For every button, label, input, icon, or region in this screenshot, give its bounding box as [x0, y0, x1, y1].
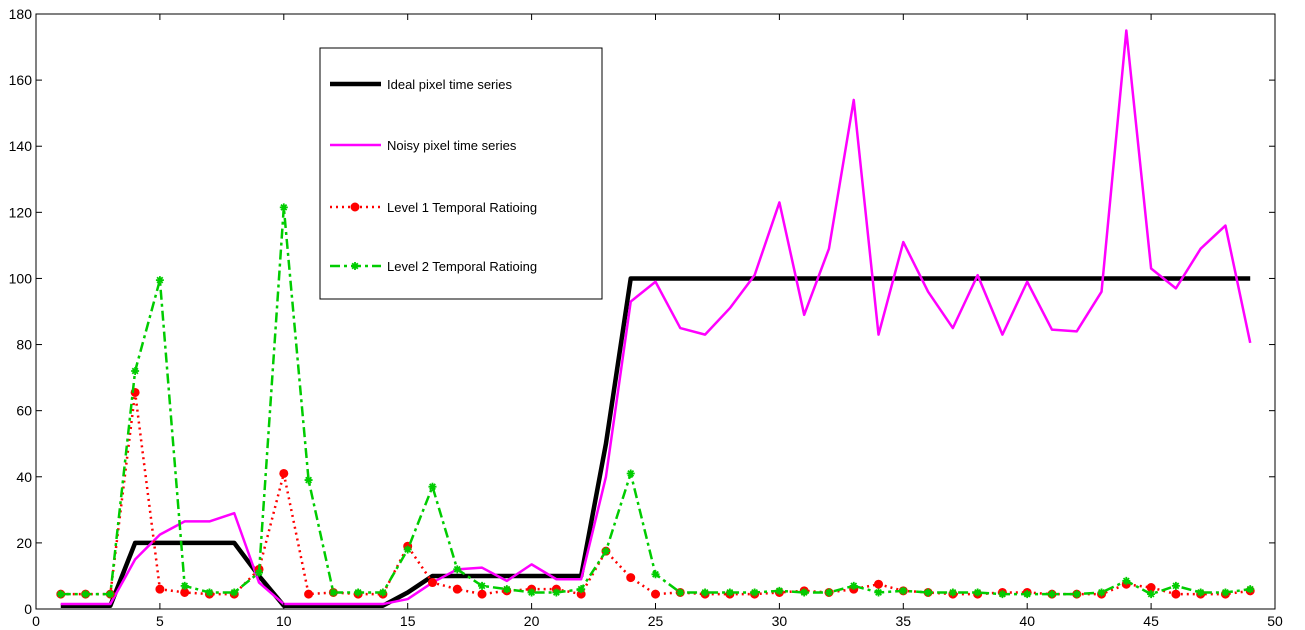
data-point-level2 [329, 588, 338, 597]
data-point-level2 [81, 590, 90, 599]
series-line-level2 [60, 206, 1251, 596]
y-tick-label: 120 [9, 204, 33, 220]
y-tick-label: 180 [9, 6, 33, 22]
x-tick-label: 25 [648, 613, 664, 629]
data-point-level2 [56, 590, 65, 599]
x-tick-label: 30 [772, 613, 788, 629]
data-point-level2 [676, 588, 685, 597]
series-line-level1 [60, 391, 1251, 596]
x-tick-label: 35 [896, 613, 912, 629]
data-point-level2 [874, 588, 883, 597]
data-point-level2 [725, 588, 734, 597]
y-tick-label: 80 [16, 337, 32, 353]
data-point-level2 [1196, 588, 1205, 597]
data-point-level2 [180, 581, 189, 590]
data-point-level2 [205, 588, 214, 597]
y-tick-label: 140 [9, 138, 33, 154]
plot-area [56, 29, 1255, 608]
data-point-level2 [1097, 588, 1106, 597]
data-point-level2 [1023, 590, 1032, 599]
data-point-level2 [601, 547, 610, 556]
x-tick-label: 20 [524, 613, 540, 629]
data-point-level2 [527, 588, 536, 597]
legend-marker-level2 [351, 262, 359, 270]
data-point-level2 [354, 588, 363, 597]
data-point-level2 [775, 586, 784, 595]
data-point-level2 [849, 581, 858, 590]
series-line-ideal [60, 276, 1251, 608]
y-tick-label: 0 [24, 601, 32, 617]
data-point-level2 [230, 588, 239, 597]
x-tick-label: 0 [32, 613, 40, 629]
data-point-level2 [800, 588, 809, 597]
data-point-level2 [1122, 576, 1131, 585]
data-point-level2 [824, 588, 833, 597]
data-point-level2 [701, 588, 710, 597]
data-point-level2 [131, 367, 140, 375]
data-point-level2 [948, 588, 957, 597]
data-point-level1 [626, 573, 636, 583]
data-point-level1 [1171, 589, 1181, 599]
data-point-level2 [1047, 590, 1056, 599]
data-point-level1 [452, 584, 462, 594]
y-tick-label: 100 [9, 270, 33, 286]
data-point-level2 [502, 585, 511, 594]
data-point-level1 [155, 584, 165, 594]
x-tick-label: 50 [1267, 613, 1283, 629]
x-tick-label: 15 [400, 613, 416, 629]
data-point-level1 [304, 589, 314, 599]
data-point-level2 [378, 588, 387, 597]
data-point-level2 [750, 588, 759, 597]
data-point-level2 [1246, 585, 1255, 594]
data-point-level1 [279, 468, 289, 478]
legend-label-noisy: Noisy pixel time series [387, 138, 517, 153]
data-point-level2 [304, 476, 313, 485]
data-point-level2 [973, 588, 982, 597]
data-point-level2 [1171, 581, 1180, 590]
x-tick-label: 5 [156, 613, 164, 629]
data-point-level2 [998, 590, 1007, 599]
data-point-level2 [899, 586, 908, 595]
data-point-level2 [106, 590, 115, 599]
y-tick-label: 60 [16, 403, 32, 419]
axes: 0 5 10 15 20 25 30 35 40 45 50 0 20 40 60 80 100 120 140 16… [9, 6, 1283, 629]
data-point-level2 [924, 588, 933, 597]
x-tick-label: 40 [1019, 613, 1035, 629]
data-point-level2 [1147, 590, 1156, 599]
data-point-level2 [1221, 588, 1230, 597]
data-point-level2 [651, 570, 660, 579]
data-point-level2 [1072, 590, 1081, 599]
data-point-level2 [279, 203, 288, 212]
x-tick-label: 10 [276, 613, 292, 629]
data-point-level2 [577, 585, 586, 594]
data-point-level2 [478, 581, 487, 590]
legend: Ideal pixel time series Noisy pixel time … [319, 47, 603, 300]
legend-label-ideal: Ideal pixel time series [387, 77, 512, 92]
x-tick-label: 45 [1143, 613, 1159, 629]
data-point-level2 [155, 276, 164, 285]
y-tick-label: 20 [16, 535, 32, 551]
legend-label-level2: Level 2 Temporal Ratioing [387, 259, 537, 274]
data-point-level1 [651, 589, 660, 599]
data-point-level2 [626, 469, 635, 478]
data-point-level2 [552, 588, 561, 597]
data-point-level2 [255, 568, 264, 577]
legend-label-level1: Level 1 Temporal Ratioing [387, 200, 537, 215]
data-point-level1 [427, 578, 437, 588]
series-line-noisy [60, 29, 1252, 606]
data-point-level2 [428, 482, 437, 491]
legend-marker-level1 [350, 202, 360, 212]
data-point-level1 [874, 579, 884, 589]
y-tick-label: 40 [16, 469, 32, 485]
legend-box [319, 47, 603, 300]
y-tick-label: 160 [9, 72, 33, 88]
data-point-level2 [403, 545, 412, 554]
data-point-level1 [477, 589, 487, 599]
data-point-level2 [453, 565, 462, 574]
